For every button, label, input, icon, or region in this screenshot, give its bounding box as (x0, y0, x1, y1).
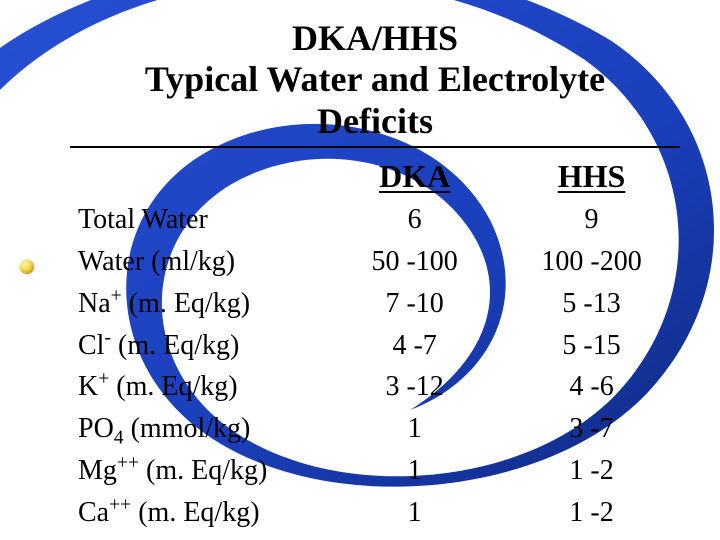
row-dka: 1 (326, 450, 503, 492)
row-hhs: 5 -15 (503, 325, 680, 367)
row-hhs: 3 -7 (503, 408, 680, 450)
row-hhs: 9 (503, 199, 680, 241)
row-dka: 50 -100 (326, 241, 503, 283)
title-line-2: Typical Water and Electrolyte (70, 59, 680, 100)
table-header-row: DKA HHS (70, 156, 680, 199)
table-row: Mg++ (m. Eq/kg)11 -2 (70, 450, 680, 492)
row-label: Water (ml/kg) (70, 241, 326, 283)
col-header-label (70, 156, 326, 199)
deficits-table: DKA HHS Total Water69Water (ml/kg)50 -10… (70, 156, 680, 533)
row-label: K+ (m. Eq/kg) (70, 366, 326, 408)
table-row: Na+ (m. Eq/kg)7 -105 -13 (70, 283, 680, 325)
table-row: K+ (m. Eq/kg)3 -124 -6 (70, 366, 680, 408)
table-row: Cl- (m. Eq/kg)4 -75 -15 (70, 325, 680, 367)
row-dka: 1 (326, 408, 503, 450)
row-hhs: 4 -6 (503, 366, 680, 408)
row-label: Total Water (70, 199, 326, 241)
row-dka: 3 -12 (326, 366, 503, 408)
row-label: PO4 (mmol/kg) (70, 408, 326, 450)
row-dka: 1 (326, 492, 503, 534)
row-dka: 7 -10 (326, 283, 503, 325)
slide-title: DKA/HHS Typical Water and Electrolyte De… (70, 18, 680, 142)
row-dka: 4 -7 (326, 325, 503, 367)
table-row: PO4 (mmol/kg)13 -7 (70, 408, 680, 450)
row-label: Na+ (m. Eq/kg) (70, 283, 326, 325)
col-header-hhs: HHS (503, 156, 680, 199)
row-dka: 6 (326, 199, 503, 241)
col-header-dka: DKA (326, 156, 503, 199)
title-rule (70, 146, 680, 148)
row-hhs: 1 -2 (503, 492, 680, 534)
title-line-1: DKA/HHS (70, 18, 680, 59)
title-line-3: Deficits (70, 101, 680, 142)
table-row: Ca++ (m. Eq/kg)11 -2 (70, 492, 680, 534)
row-label: Ca++ (m. Eq/kg) (70, 492, 326, 534)
row-hhs: 5 -13 (503, 283, 680, 325)
row-hhs: 100 -200 (503, 241, 680, 283)
row-label: Cl- (m. Eq/kg) (70, 325, 326, 367)
row-hhs: 1 -2 (503, 450, 680, 492)
table-body: Total Water69Water (ml/kg)50 -100100 -20… (70, 199, 680, 533)
table-row: Water (ml/kg)50 -100100 -200 (70, 241, 680, 283)
table-row: Total Water69 (70, 199, 680, 241)
row-label: Mg++ (m. Eq/kg) (70, 450, 326, 492)
slide-content: DKA/HHS Typical Water and Electrolyte De… (0, 0, 720, 540)
